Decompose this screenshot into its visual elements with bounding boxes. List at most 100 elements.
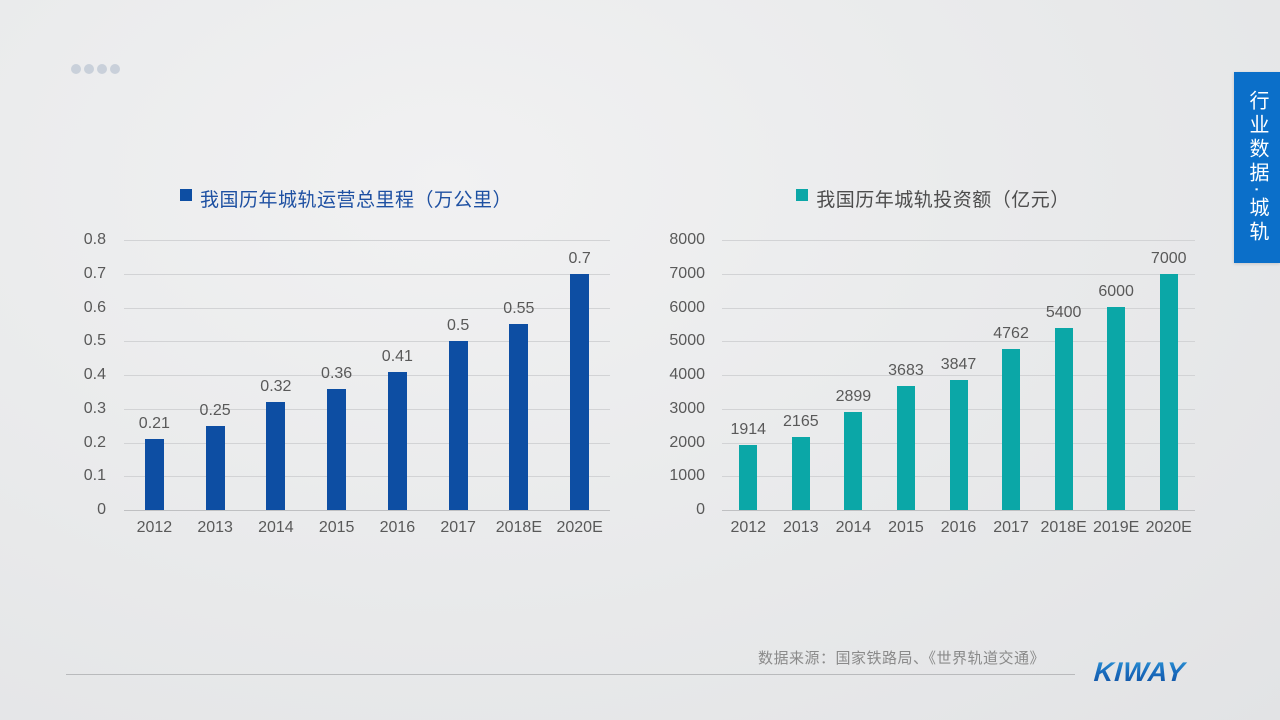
- dot-icon: [71, 64, 81, 74]
- x-tick-label: 2012: [136, 519, 173, 536]
- chart: 我国历年城轨运营总里程（万公里） 0 0.1 0.2 0.3 0.4 0.5 0.6 0.7 0…: [66, 185, 626, 550]
- bar-value-label: 6000: [1098, 283, 1134, 300]
- x-tick-label: 2015: [888, 519, 924, 536]
- x-tick-label: 2017: [993, 519, 1029, 536]
- bar: [327, 389, 347, 510]
- y-tick-label: 0.4: [83, 366, 106, 383]
- bar: [896, 386, 915, 510]
- x-tick-label: 2016: [940, 519, 977, 536]
- bar: [266, 402, 286, 510]
- bar-value-label: 0.7: [568, 250, 591, 267]
- bar-value-label: 1914: [730, 421, 767, 438]
- gridline: [124, 476, 610, 478]
- footer-divider: [66, 674, 1075, 675]
- y-tick-label: 0.2: [83, 433, 106, 451]
- bar: [791, 437, 810, 510]
- y-tick-label: 0.6: [83, 298, 106, 316]
- bar-value-label: 4762: [993, 325, 1029, 342]
- bar: [1159, 274, 1178, 510]
- gridline: [124, 442, 610, 444]
- bar: [844, 412, 863, 510]
- x-tick-label: 2014: [835, 519, 872, 536]
- x-tick-label: 2018E: [1040, 519, 1087, 536]
- bar: [1107, 307, 1126, 510]
- section-tab: 行业数据·城轨: [1234, 72, 1280, 263]
- gridline: [124, 341, 610, 343]
- y-tick-label: 0.8: [83, 231, 106, 248]
- legend-marker-icon: [796, 189, 809, 201]
- gridline: [722, 341, 1195, 343]
- bar-value-label: 3683: [888, 362, 924, 379]
- bar: [570, 274, 590, 510]
- bar: [448, 341, 468, 510]
- x-tick-label: 2020E: [1145, 519, 1192, 536]
- chart-legend: 我国历年城轨运营总里程（万公里）: [66, 185, 626, 211]
- section-tab-label: 行业数据·城轨: [1246, 90, 1268, 245]
- top-dots: [71, 64, 120, 74]
- dot-icon: [84, 64, 94, 74]
- y-tick-label: 1000: [669, 467, 705, 485]
- x-tick-label: 2017: [440, 519, 476, 536]
- x-tick-label: 2014: [258, 519, 294, 536]
- bar: [1002, 349, 1021, 510]
- y-tick-label: 0.1: [83, 467, 106, 485]
- x-axis-line: [722, 510, 1195, 511]
- bar: [144, 439, 164, 510]
- gridline: [722, 240, 1195, 241]
- bar-value-label: 3847: [940, 356, 977, 373]
- x-tick-label: 2020E: [556, 519, 603, 536]
- bar-value-label: 0.36: [321, 365, 353, 382]
- y-tick-label: 6000: [669, 298, 705, 316]
- gridline: [124, 273, 610, 275]
- bar-value-label: 0.32: [260, 378, 292, 395]
- gridline: [722, 307, 1195, 309]
- y-tick-label: 8000: [669, 231, 705, 248]
- data-source-note: 数据来源：国家铁路局、《世界轨道交通》: [757, 650, 1045, 667]
- bar: [739, 445, 758, 510]
- y-tick-label: 4000: [669, 366, 705, 383]
- bar-value-label: 5400: [1045, 304, 1082, 321]
- dot-icon: [110, 64, 120, 74]
- gridline: [124, 408, 610, 410]
- x-tick-label: 2013: [783, 519, 819, 536]
- bar-value-label: 0.25: [199, 402, 231, 419]
- bar: [509, 324, 529, 510]
- y-tick-label: 0.3: [83, 399, 106, 417]
- x-tick-label: 2012: [730, 519, 767, 536]
- chart-title: 我国历年城轨运营总里程（万公里）: [199, 189, 512, 211]
- bar: [949, 380, 968, 510]
- x-axis-line: [124, 510, 610, 511]
- bar: [205, 426, 225, 510]
- x-tick-label: 2018E: [495, 519, 542, 536]
- legend-marker-icon: [179, 189, 192, 201]
- bar-value-label: 0.55: [503, 300, 535, 317]
- gridline: [124, 375, 610, 376]
- x-tick-label: 2013: [197, 519, 233, 536]
- chart: 我国历年城轨投资额（亿元） 0 1000 2000 3000 4000 5000 6000 7…: [655, 185, 1211, 550]
- y-tick-label: 5000: [669, 332, 705, 350]
- bar: [387, 372, 407, 510]
- y-tick-label: 0.7: [83, 264, 106, 282]
- y-tick-label: 2000: [669, 433, 705, 451]
- kiway-logo: KIWAY: [1093, 657, 1205, 688]
- dot-icon: [97, 64, 107, 74]
- gridline: [722, 273, 1195, 275]
- chart-legend: 我国历年城轨投资额（亿元）: [655, 185, 1211, 211]
- bar-value-label: 2899: [835, 388, 872, 405]
- bar: [1054, 328, 1073, 510]
- y-tick-label: 3000: [669, 399, 705, 417]
- y-tick-label: 0.5: [83, 332, 106, 350]
- y-tick-label: 0: [696, 501, 705, 518]
- gridline: [124, 240, 610, 241]
- x-tick-label: 2016: [379, 519, 416, 536]
- gridline: [124, 307, 610, 309]
- bar-value-label: 7000: [1150, 250, 1187, 267]
- bar-value-label: 0.5: [447, 317, 470, 334]
- gridline: [722, 375, 1195, 376]
- x-tick-label: 2015: [318, 519, 355, 536]
- x-tick-label: 2019E: [1093, 519, 1140, 536]
- y-tick-label: 0: [97, 501, 106, 518]
- bar-value-label: 0.41: [381, 348, 413, 365]
- bar-value-label: 0.21: [138, 415, 170, 432]
- bar-value-label: 2165: [783, 413, 819, 430]
